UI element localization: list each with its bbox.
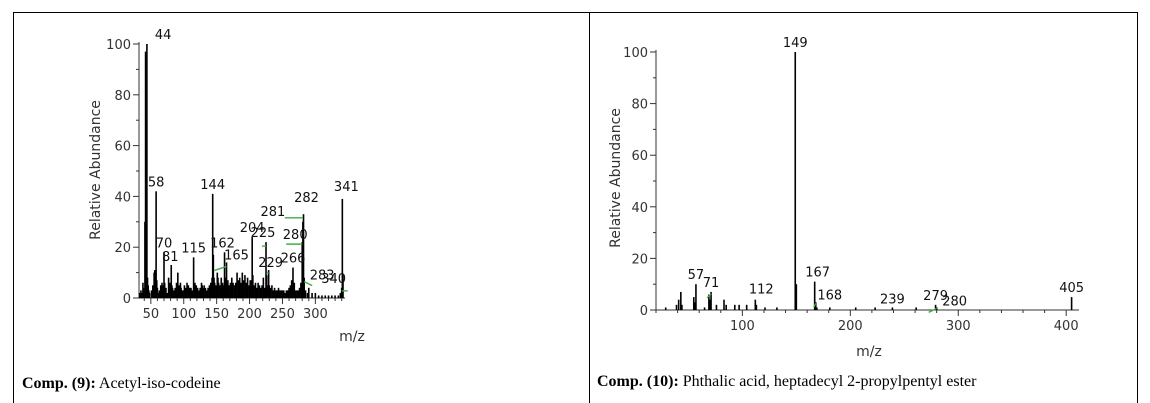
peak-label: 340 — [321, 272, 346, 287]
y-tick-label: 80 — [631, 98, 648, 113]
peak-label: 162 — [210, 236, 235, 251]
peak-bars — [138, 44, 344, 298]
label-leader-line — [928, 307, 937, 314]
y-tick-label: 60 — [114, 140, 131, 155]
peak-label: 279 — [923, 289, 948, 304]
tick-labels: 0 20 40 60 80 100 50 100 150 200 250 300 — [106, 38, 328, 322]
peak-label: 281 — [260, 205, 285, 220]
x-tick-label: 400 — [1054, 319, 1079, 334]
peak-label: 57 — [688, 268, 705, 283]
x-tick-label: 50 — [143, 307, 160, 322]
caption-comp-10: Comp. (10): Phthalic acid, heptadecyl 2-… — [597, 373, 977, 390]
y-tick-label: 0 — [640, 304, 648, 319]
peak-label: 266 — [281, 252, 306, 267]
peak-label: 229 — [258, 256, 283, 271]
peak-bars — [664, 52, 1073, 310]
peak-label: 58 — [148, 175, 165, 190]
peak-label: 81 — [162, 250, 179, 265]
x-tick-label: 250 — [270, 307, 295, 322]
label-leader-line — [303, 281, 313, 287]
peak-label: 115 — [181, 241, 206, 256]
y-axis-label: Relative Abundance — [608, 108, 624, 248]
peak-label: 70 — [156, 236, 173, 251]
y-tick-label: 40 — [114, 190, 131, 205]
label-leader-line — [813, 302, 817, 308]
peak-label: 165 — [224, 248, 249, 263]
peak-label: 225 — [251, 226, 276, 241]
caption-text: Phthalic acid, heptadecyl 2-propylpentyl… — [679, 373, 977, 390]
table-borders — [13, 12, 1138, 403]
x-axis-label: m/z — [339, 329, 365, 345]
peak-label: 405 — [1059, 281, 1084, 296]
peak-label: 112 — [749, 283, 774, 298]
peak-label: 280 — [283, 228, 308, 243]
caption-comp-9: Comp. (9): Acetyl-iso-codeine — [22, 375, 221, 392]
y-tick-label: 20 — [114, 241, 131, 256]
peak-label: 71 — [703, 276, 720, 291]
peak-label: 282 — [294, 191, 319, 206]
caption-label: Comp. (9): — [22, 375, 96, 392]
y-tick-label: 60 — [631, 149, 648, 164]
peak-label: 341 — [334, 180, 359, 195]
tick-labels: 0 20 40 60 80 100 100 200 300 400 — [623, 46, 1078, 334]
y-tick-label: 80 — [114, 89, 131, 104]
peak-label: 168 — [817, 288, 842, 303]
x-tick-label: 300 — [303, 307, 328, 322]
y-axis-label: Relative Abundance — [88, 100, 104, 240]
peak-label: 280 — [942, 294, 967, 309]
y-tick-label: 100 — [623, 46, 648, 61]
label-leader-line — [214, 265, 227, 272]
x-tick-label: 300 — [946, 319, 971, 334]
peak-label: 167 — [805, 266, 830, 281]
label-leader-line — [706, 293, 712, 299]
peak-label: 283 — [310, 269, 335, 284]
peak-label: 204 — [240, 221, 265, 236]
caption-text: Acetyl-iso-codeine — [96, 375, 221, 392]
x-tick-label: 100 — [730, 319, 755, 334]
y-tick-label: 100 — [106, 38, 131, 53]
peak-label: 239 — [880, 292, 905, 307]
peak-label: 144 — [200, 178, 225, 193]
caption-label: Comp. (10): — [597, 373, 679, 390]
x-tick-label: 200 — [838, 319, 863, 334]
x-tick-label: 150 — [204, 307, 229, 322]
y-tick-label: 40 — [631, 201, 648, 216]
y-tick-label: 20 — [631, 252, 648, 267]
x-tick-label: 200 — [237, 307, 262, 322]
x-tick-label: 100 — [171, 307, 196, 322]
spectrum-chart-acetyl-iso-codeine: 0 20 40 60 80 100 50 100 150 200 250 300 44 58 708111… — [88, 28, 365, 345]
x-axis-label: m/z — [856, 344, 882, 360]
peak-label: 44 — [155, 28, 172, 43]
peak-label: 149 — [783, 36, 808, 51]
y-tick-label: 0 — [123, 292, 131, 307]
